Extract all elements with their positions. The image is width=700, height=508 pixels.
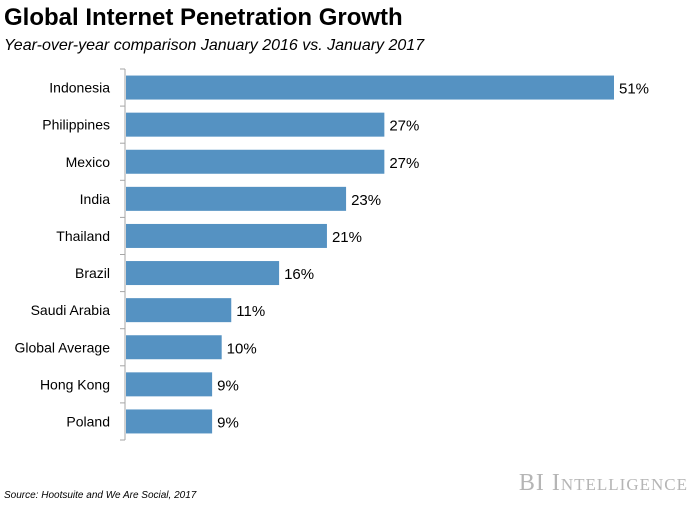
bar-saudi-arabia xyxy=(126,298,232,323)
category-label: Saudi Arabia xyxy=(31,302,111,318)
source-note: Source: Hootsuite and We Are Social, 201… xyxy=(4,490,197,501)
value-label: 9% xyxy=(217,414,239,431)
brand-text: BI Intelligence xyxy=(518,470,688,496)
brand-logo: BI Intelligence xyxy=(519,470,688,497)
value-label: 23% xyxy=(351,192,381,209)
value-label: 10% xyxy=(227,340,257,357)
bar-indonesia xyxy=(126,75,614,100)
category-label: Philippines xyxy=(42,117,110,133)
category-label: Global Average xyxy=(15,339,111,355)
chart-title: Global Internet Penetration Growth xyxy=(4,4,403,31)
bar-thailand xyxy=(126,223,327,248)
value-label: 27% xyxy=(389,155,419,172)
bar-hong-kong xyxy=(126,372,213,397)
chart-subtitle: Year-over-year comparison January 2016 v… xyxy=(4,37,425,54)
category-label: India xyxy=(80,191,111,207)
category-label: Poland xyxy=(66,413,110,429)
value-label: 27% xyxy=(389,118,419,135)
bar-philippines xyxy=(126,112,385,137)
bar-india xyxy=(126,186,347,211)
category-label: Thailand xyxy=(56,228,110,244)
category-label: Indonesia xyxy=(49,80,110,96)
category-label: Mexico xyxy=(66,154,111,170)
category-label: Brazil xyxy=(75,265,110,281)
bar-mexico xyxy=(126,149,385,174)
value-label: 21% xyxy=(332,229,362,246)
value-label: 11% xyxy=(236,303,265,320)
value-label: 16% xyxy=(284,266,314,283)
bar-brazil xyxy=(126,261,280,286)
bar-global-average xyxy=(126,335,222,360)
value-label: 51% xyxy=(619,81,649,98)
bar-poland xyxy=(126,409,213,434)
value-label: 9% xyxy=(217,377,239,394)
category-label: Hong Kong xyxy=(40,376,110,392)
